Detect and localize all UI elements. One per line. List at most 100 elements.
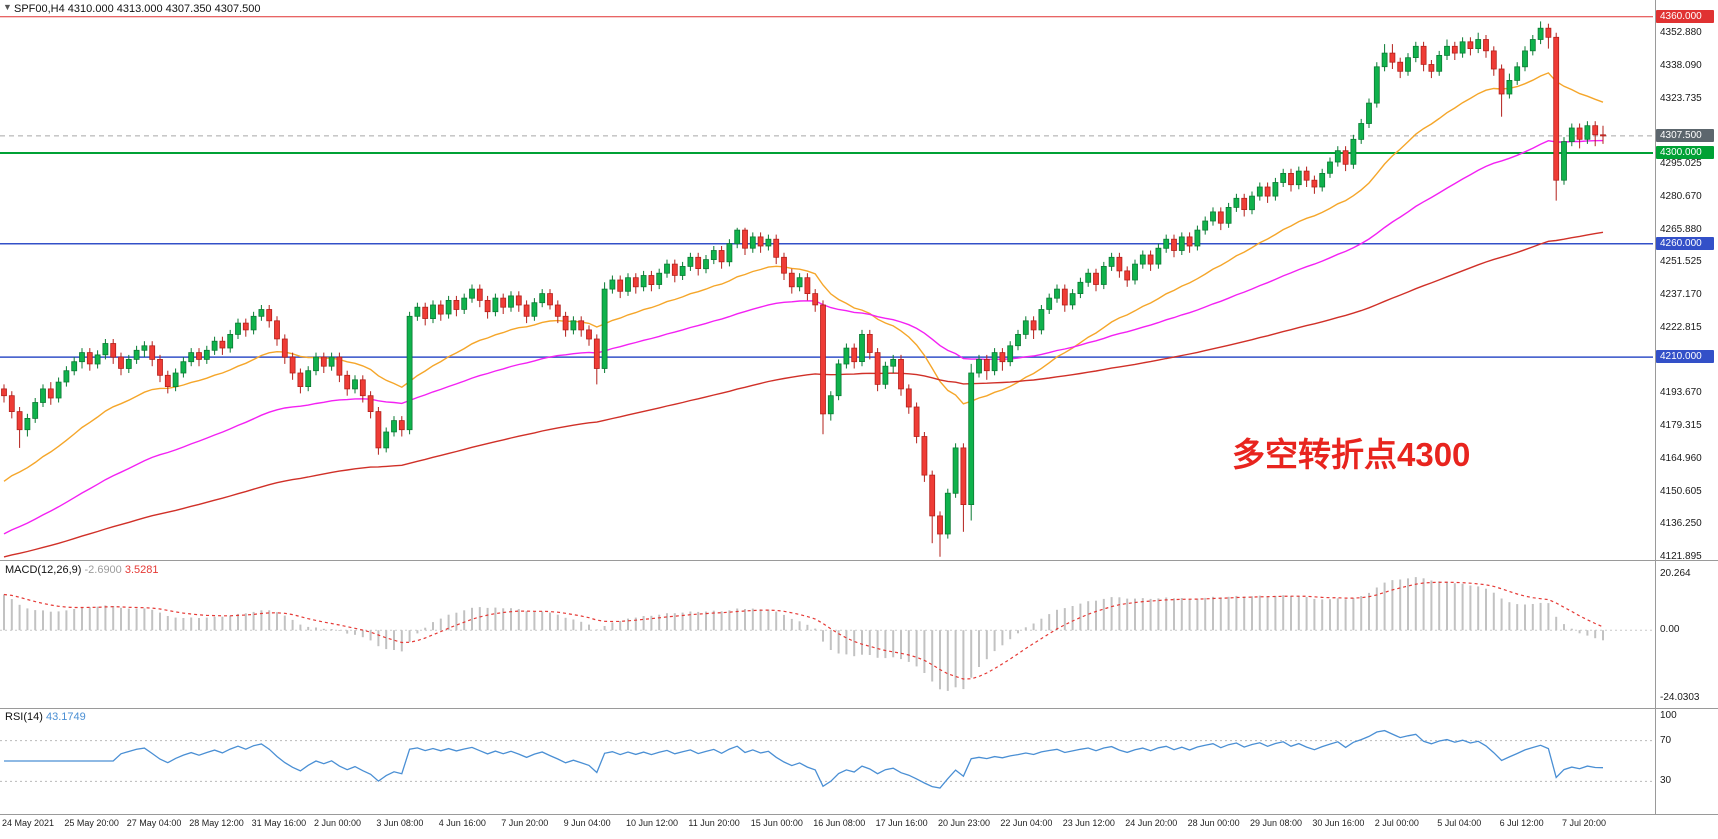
rsi-name: RSI(14) <box>5 711 43 723</box>
candle-body <box>172 372 179 388</box>
candle-body <box>586 329 592 340</box>
candle-body <box>640 275 647 288</box>
candle-body <box>820 304 826 415</box>
time-axis-label: 6 Jul 12:00 <box>1499 818 1544 828</box>
price-axis-label: 4323.735 <box>1660 92 1702 104</box>
candle-body <box>1139 254 1146 265</box>
time-axis: 24 May 2021 25 May 20:00 27 May 04:00 28 Ma… <box>0 816 1718 839</box>
candle-body <box>1178 236 1185 251</box>
candle-body <box>219 340 226 349</box>
candle-body <box>281 338 288 358</box>
candle-body <box>515 295 522 306</box>
candle-body <box>578 320 585 331</box>
time-axis-label: 23 Jun 12:00 <box>1062 818 1115 828</box>
price-axis-separator <box>1655 0 1656 814</box>
candle-body <box>500 297 507 308</box>
rsi-axis-100: 100 <box>1660 710 1677 721</box>
candle-body <box>1272 182 1279 197</box>
candle-body <box>1373 66 1380 104</box>
price-axis-label: 4179.315 <box>1660 420 1702 431</box>
pane-separator-main-macd[interactable] <box>0 560 1718 561</box>
price-badge-support-4210: 4210.000 <box>1656 350 1714 364</box>
candle-body <box>937 515 943 535</box>
price-badge-pivot-4300: 4300.000 <box>1656 146 1714 159</box>
candle-body <box>1311 179 1318 188</box>
candle-body <box>929 474 936 517</box>
candle-body <box>1217 211 1224 224</box>
candle-body <box>843 347 850 365</box>
candle-body <box>359 379 366 397</box>
candle-body <box>859 333 865 362</box>
candle-body <box>866 333 873 353</box>
time-axis-label: 27 May 04:00 <box>126 818 182 828</box>
candle-body <box>188 352 195 363</box>
candle-body <box>1584 125 1591 140</box>
candle-body <box>695 256 702 269</box>
time-axis-label: 2 Jun 00:00 <box>314 818 362 828</box>
candle-body <box>430 304 436 320</box>
candle-body <box>297 372 304 388</box>
candle-body <box>86 352 93 365</box>
time-axis-label: 3 Jun 08:00 <box>376 818 424 828</box>
candle-body <box>1186 236 1193 247</box>
time-axis-label: 2 Jul 00:00 <box>1374 818 1419 828</box>
price-badge-current-price: 4307.500 <box>1656 128 1714 142</box>
candle-body <box>742 229 748 249</box>
candle-body <box>1256 186 1263 197</box>
candle-body <box>1054 288 1060 299</box>
candle-body <box>1397 61 1404 72</box>
candle-body <box>765 238 772 247</box>
candle-body <box>1576 127 1583 140</box>
candle-body <box>1334 150 1341 163</box>
candle-body <box>1015 333 1021 347</box>
candle-body <box>757 236 764 247</box>
price-axis-label: 4237.170 <box>1660 289 1702 300</box>
candle-body <box>703 259 709 270</box>
candle-body <box>313 356 319 372</box>
candle-body <box>320 356 327 367</box>
candle-body <box>344 374 351 390</box>
time-axis-label: 17 Jun 16:00 <box>875 818 928 828</box>
time-axis-label: 28 Jun 00:00 <box>1187 818 1240 828</box>
candle-body <box>367 395 374 413</box>
candle-body <box>1093 272 1099 285</box>
ma-line-fast <box>3 72 1604 482</box>
price-axis-label: 4222.815 <box>1660 321 1702 333</box>
macd-signal-value: 3.5281 <box>124 564 159 576</box>
candle-body <box>508 295 514 308</box>
time-axis-label: 24 Jun 20:00 <box>1125 818 1178 828</box>
candle-body <box>531 302 538 317</box>
candle-body <box>1319 172 1326 188</box>
candle-body <box>1436 55 1443 72</box>
candle-body <box>999 352 1006 363</box>
candle-body <box>453 299 460 310</box>
candle-body <box>1225 206 1232 224</box>
candle-body <box>913 406 920 437</box>
candle-body <box>203 349 210 360</box>
candle-body <box>211 340 218 351</box>
candle-body <box>687 256 694 267</box>
time-axis-label: 22 Jun 04:00 <box>1000 818 1053 828</box>
time-axis-label: 4 Jun 16:00 <box>438 818 486 828</box>
candle-body <box>671 263 678 276</box>
candle-body <box>1249 195 1255 211</box>
pane-separator-macd-rsi[interactable] <box>0 708 1718 709</box>
candle-body <box>328 356 335 367</box>
candle-body <box>1147 254 1154 265</box>
candle-body <box>1428 64 1435 72</box>
time-axis-label: 10 Jun 12:00 <box>626 818 679 828</box>
time-axis-label: 7 Jun 20:00 <box>501 818 549 828</box>
candle-body <box>71 361 78 372</box>
macd-name: MACD(12,26,9) <box>5 564 82 576</box>
symbol-ohlc-readout: SPF00,H4 4310.000 4313.000 4307.350 4307… <box>14 3 261 15</box>
candle-body <box>648 275 655 286</box>
time-axis-label: 16 Jun 08:00 <box>813 818 866 828</box>
candle-body <box>890 358 897 367</box>
candle-body <box>1381 52 1388 68</box>
rsi-axis-70: 70 <box>1660 734 1672 746</box>
candle-body <box>960 447 967 505</box>
time-axis-label: 31 May 16:00 <box>251 818 307 828</box>
candle-body <box>1592 125 1599 136</box>
